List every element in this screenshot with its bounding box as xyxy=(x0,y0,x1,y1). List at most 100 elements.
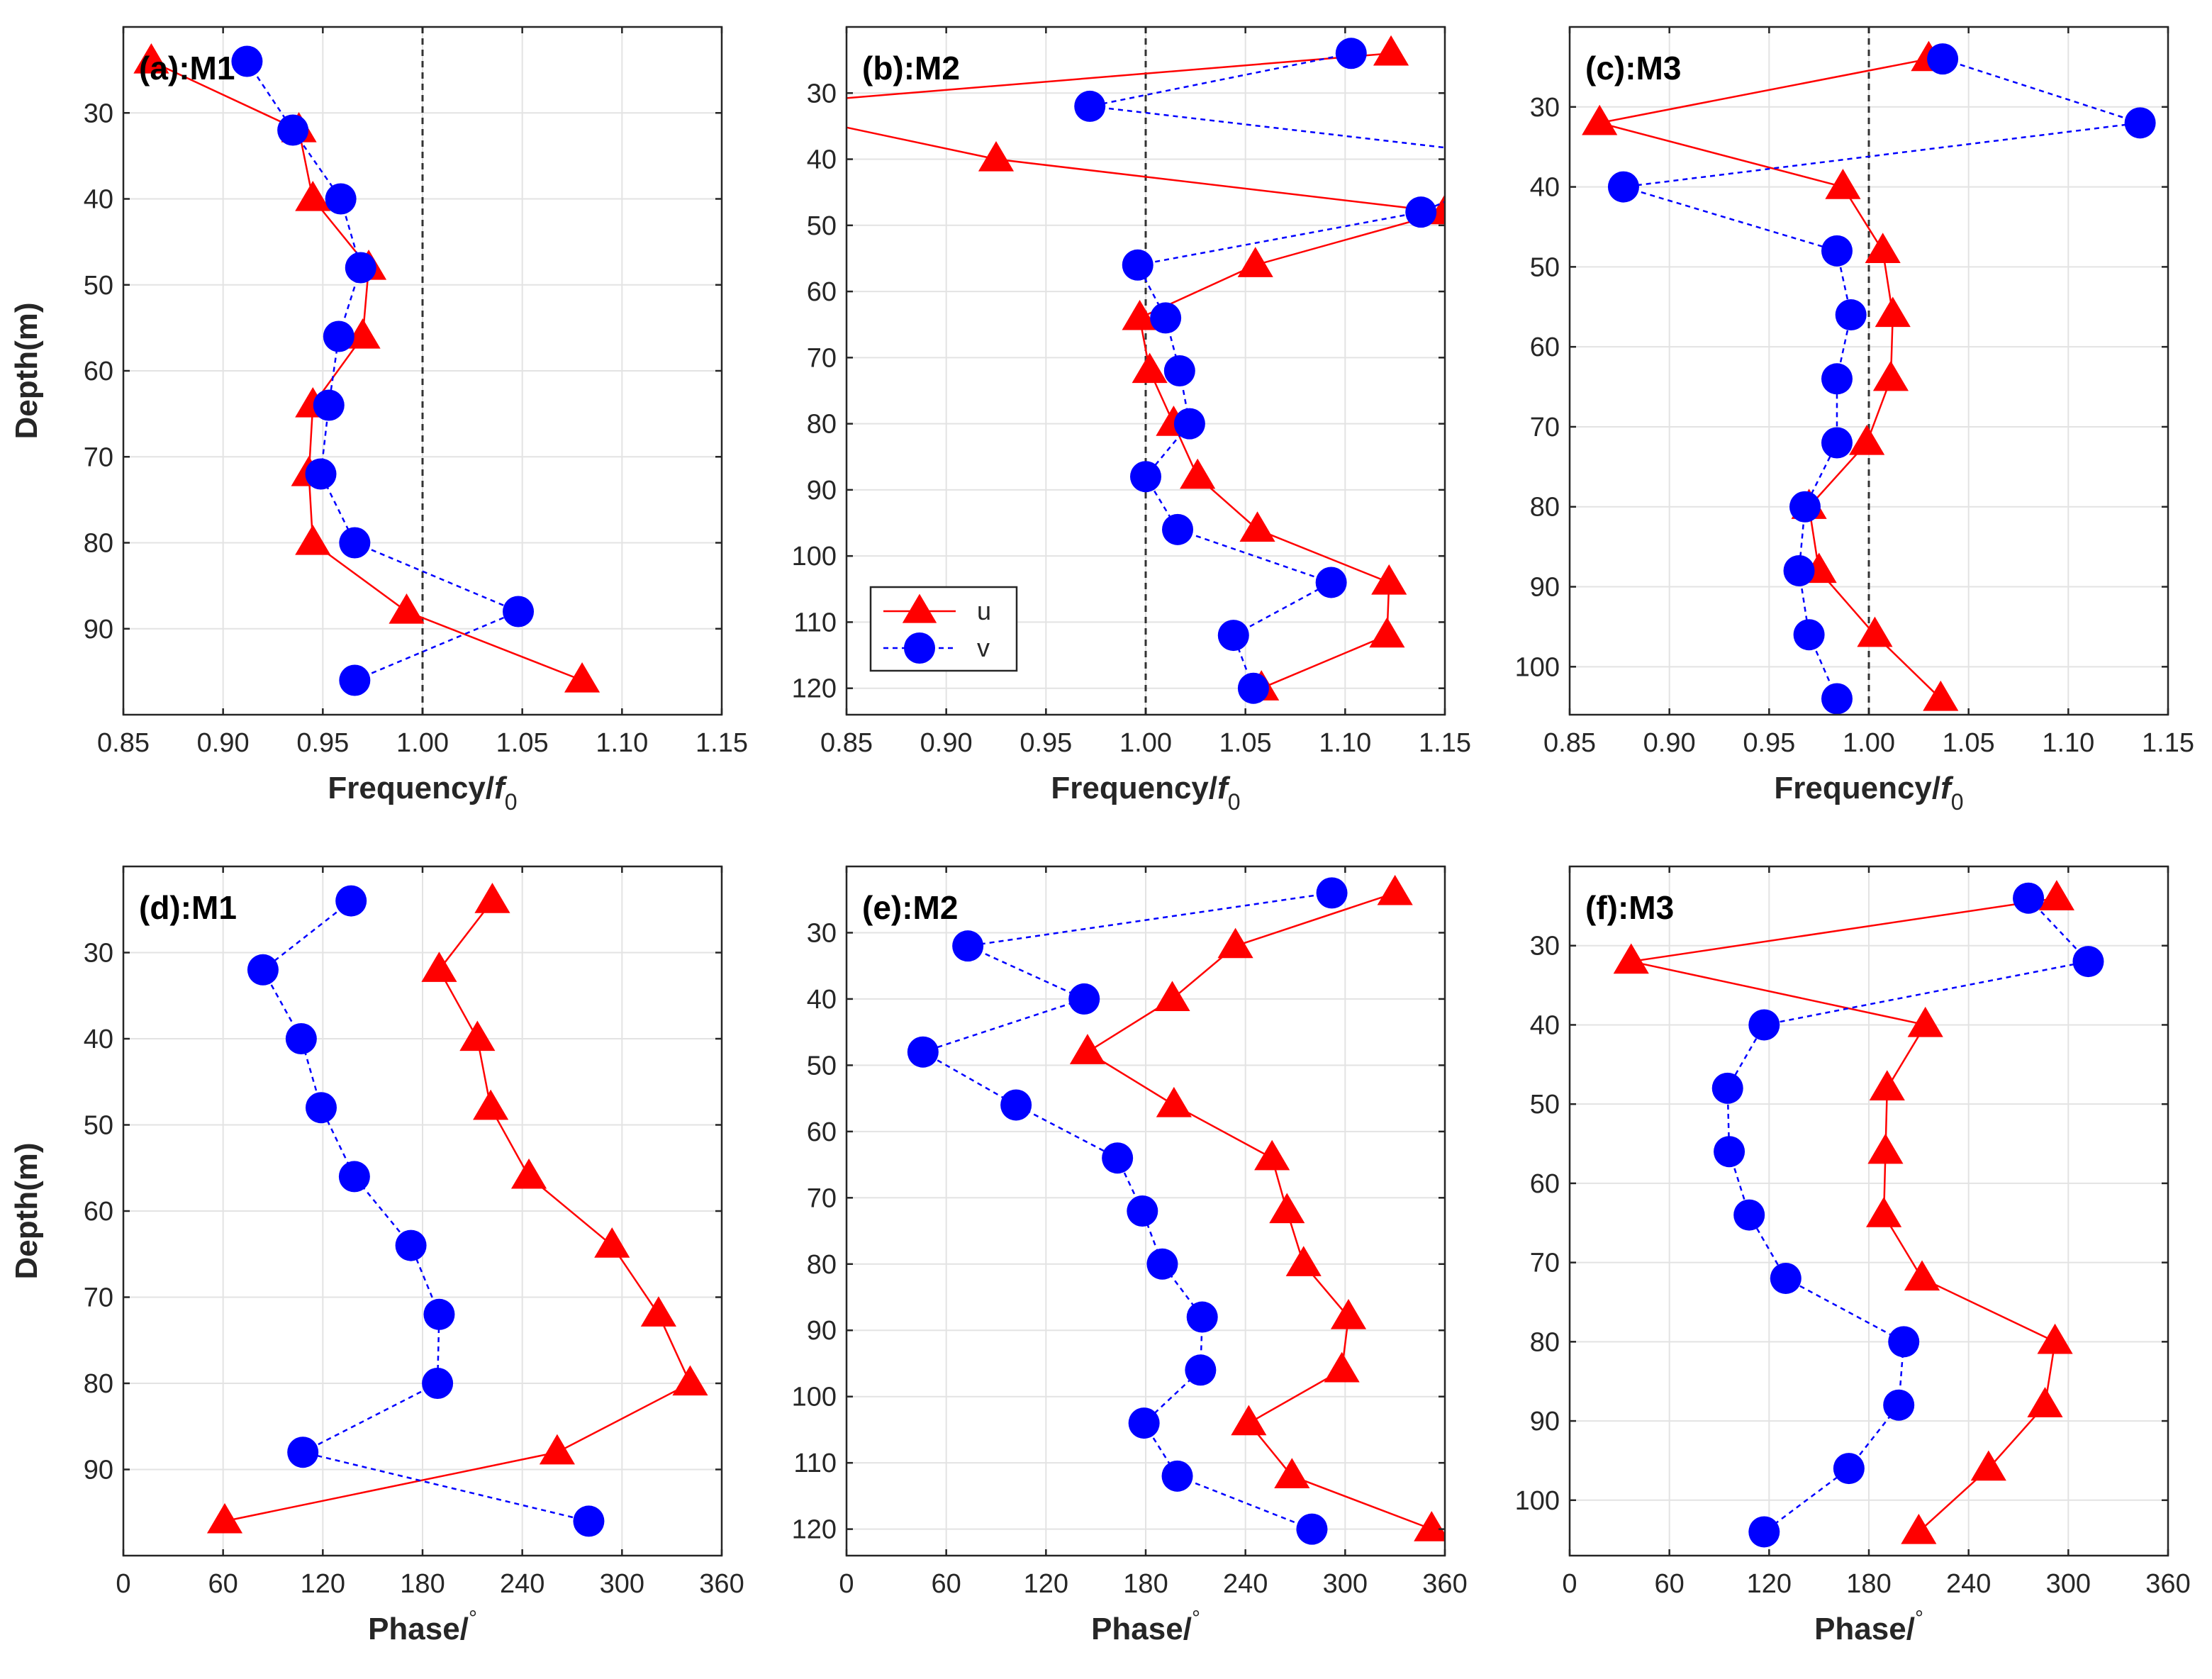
point-u-104 xyxy=(1231,1405,1267,1436)
point-v-104 xyxy=(1315,567,1347,598)
y-tick-label: 60 xyxy=(84,357,113,386)
point-v-48 xyxy=(1821,235,1853,267)
point-u-96 xyxy=(206,1502,243,1534)
point-v-64 xyxy=(1821,363,1853,395)
point-v-112 xyxy=(1217,620,1249,652)
y-tick-label: 100 xyxy=(1515,652,1560,682)
y-tick-label: 90 xyxy=(1530,1407,1560,1437)
panel-title: (b):M2 xyxy=(862,50,960,87)
x-axis-label: Phase/° xyxy=(368,1607,477,1646)
point-v-32 xyxy=(2124,107,2156,139)
point-v-88 xyxy=(1783,554,1815,586)
x-tick-label: 1.05 xyxy=(1943,728,1995,758)
point-v-56 xyxy=(1835,299,1867,331)
x-axis-label-sub: 0 xyxy=(1951,789,1964,815)
x-tick-label: 60 xyxy=(1655,1569,1685,1599)
point-v-48 xyxy=(305,1092,337,1124)
y-tick-label: 50 xyxy=(1530,1090,1560,1120)
point-u-48 xyxy=(1865,233,1901,263)
x-axis-label-italic: f xyxy=(494,771,508,805)
point-u-88 xyxy=(539,1434,575,1465)
x-tick-label: 300 xyxy=(2046,1569,2091,1599)
x-tick-label: 180 xyxy=(1123,1569,1168,1599)
point-u-64 xyxy=(1254,1139,1290,1171)
x-tick-label: 360 xyxy=(2145,1569,2190,1599)
y-tick-label: 70 xyxy=(807,1183,837,1213)
point-u-72 xyxy=(1849,424,1885,455)
legend: uv xyxy=(869,586,1018,672)
x-axis-label: Phase/° xyxy=(1091,1607,1200,1646)
panel-title: (d):M1 xyxy=(139,889,237,926)
point-v-48 xyxy=(345,252,376,284)
panel-title: (c):M3 xyxy=(1585,50,1681,87)
x-tick-label: 1.10 xyxy=(2042,728,2094,758)
point-v-72 xyxy=(1770,1262,1802,1294)
x-tick-label: 1.05 xyxy=(496,728,549,758)
point-u-96 xyxy=(1970,1450,2006,1481)
y-tick-label: 30 xyxy=(807,918,837,948)
y-tick-label: 80 xyxy=(84,529,113,559)
point-v-40 xyxy=(1529,144,1560,175)
point-u-40 xyxy=(1154,981,1190,1012)
y-tick-label: 60 xyxy=(1530,333,1560,362)
point-u-112 xyxy=(1274,1458,1310,1488)
y-tick-label: 100 xyxy=(1515,1486,1560,1516)
y-tick-label: 50 xyxy=(84,271,113,301)
x-tick-label: 1.00 xyxy=(396,728,449,758)
x-tick-label: 180 xyxy=(1846,1569,1891,1599)
x-tick-label: 0 xyxy=(1562,1569,1577,1599)
point-u-64 xyxy=(1872,360,1909,391)
x-axis-label-sub: 0 xyxy=(505,789,518,815)
x-tick-label: 0.85 xyxy=(97,728,150,758)
x-tick-label: 60 xyxy=(208,1569,238,1599)
point-v-104 xyxy=(1748,1516,1780,1548)
point-u-104 xyxy=(1923,680,1959,711)
y-tick-label: 30 xyxy=(1530,932,1560,961)
x-tick-label: 60 xyxy=(932,1569,961,1599)
point-v-40 xyxy=(1748,1009,1780,1041)
point-u-32 xyxy=(421,952,457,982)
point-v-24 xyxy=(1927,43,1959,75)
point-v-32 xyxy=(952,930,984,962)
point-u-120 xyxy=(1414,1511,1445,1541)
x-tick-label: 240 xyxy=(1223,1569,1268,1599)
point-u-48 xyxy=(1869,1070,1905,1100)
y-tick-label: 80 xyxy=(1530,493,1560,523)
point-v-24 xyxy=(335,885,367,917)
x-axis-label-main: Frequency/ xyxy=(328,771,494,805)
point-u-88 xyxy=(2027,1387,2063,1417)
panel-f: 0 60 120 180 240 300 360 30 40 50 60 70 80 90 100 (f):M… xyxy=(1515,865,2191,1646)
x-axis-label-sup: ° xyxy=(1192,1607,1200,1630)
y-tick-label: 90 xyxy=(84,615,113,645)
point-u-48 xyxy=(1069,1034,1106,1064)
x-axis-label-sup: ° xyxy=(469,1607,477,1630)
ticks xyxy=(845,866,1446,1556)
x-axis-label: Frequency/f0 xyxy=(1051,771,1240,815)
point-v-24 xyxy=(2013,882,2045,914)
x-tick-label: 240 xyxy=(1946,1569,1991,1599)
point-v-40 xyxy=(325,183,357,215)
x-tick-label: 1.15 xyxy=(2142,728,2194,758)
series-line-u xyxy=(224,900,692,1522)
x-tick-label: 0.85 xyxy=(1543,728,1596,758)
panel-e: 0 60 120 180 240 300 360 30 40 50 60 70 80 90 100 110 12… xyxy=(792,865,1468,1646)
x-axis-label-italic: f xyxy=(1217,771,1231,805)
point-u-80 xyxy=(2037,1323,2073,1354)
series-line-v xyxy=(246,60,521,681)
point-u-104 xyxy=(1371,564,1407,595)
point-u-24 xyxy=(1377,874,1413,905)
point-u-32 xyxy=(1582,104,1618,135)
point-u-56 xyxy=(1156,1086,1192,1117)
point-v-88 xyxy=(1883,1389,1915,1421)
point-u-80 xyxy=(672,1365,708,1396)
point-v-72 xyxy=(305,458,337,490)
ticks xyxy=(122,27,723,715)
panel-b: 0.85 0.90 0.95 1.00 1.05 1.10 1.15 30 40 50 60 70 80… xyxy=(792,26,1560,815)
x-tick-label: 120 xyxy=(1747,1569,1792,1599)
point-u-40 xyxy=(1825,169,1861,199)
point-u-88 xyxy=(1180,458,1216,489)
point-v-80 xyxy=(422,1368,454,1399)
point-v-24 xyxy=(1335,38,1367,69)
y-tick-label: 40 xyxy=(1530,173,1560,203)
